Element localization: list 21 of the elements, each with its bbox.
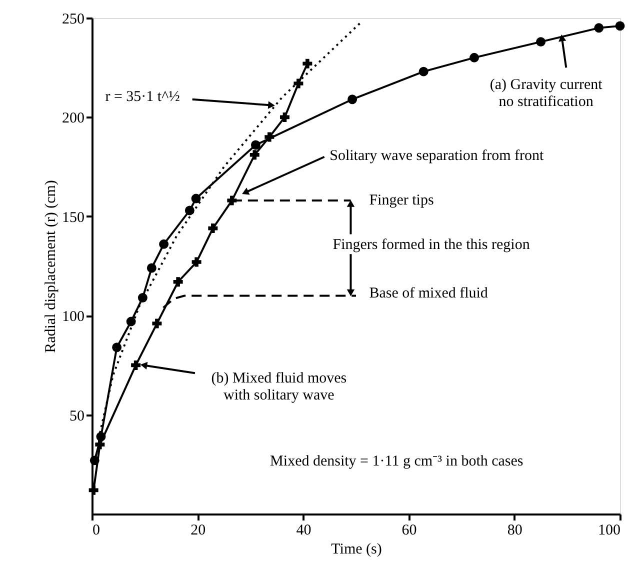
- y-tick-label: 50: [70, 408, 84, 424]
- annotation: Fingers formed in the this region: [332, 237, 530, 254]
- annotation: (a) Gravity current no stratification: [490, 77, 604, 110]
- x-tick-label: 40: [296, 522, 312, 538]
- x-axis-title: Time (s): [331, 542, 382, 558]
- annotation: Solitary wave separation from front: [330, 148, 545, 164]
- y-tick-label: 250: [62, 12, 84, 28]
- annotation: (b) Mixed fluid moves with solitary wave: [211, 370, 347, 404]
- y-tick-label: 200: [62, 110, 84, 127]
- x-tick-label: 80: [507, 522, 522, 538]
- annotation: Finger tips: [369, 192, 434, 208]
- x-tick-label: 100: [598, 522, 620, 538]
- annotation: r = 35·1 t^½: [105, 89, 180, 106]
- x-tick-label: 0: [92, 522, 100, 538]
- x-tick-label: 60: [402, 522, 417, 538]
- x-tick-label: 20: [190, 522, 206, 538]
- annotation: Mixed density = 1·11 g cm⁻³ in both cases: [270, 453, 524, 470]
- y-axis-title: Radial displacement (r) (cm): [43, 180, 59, 353]
- y-tick-label: 150: [62, 210, 84, 226]
- annotation: Base of mixed fluid: [369, 286, 488, 302]
- y-tick-label: 100: [62, 309, 84, 326]
